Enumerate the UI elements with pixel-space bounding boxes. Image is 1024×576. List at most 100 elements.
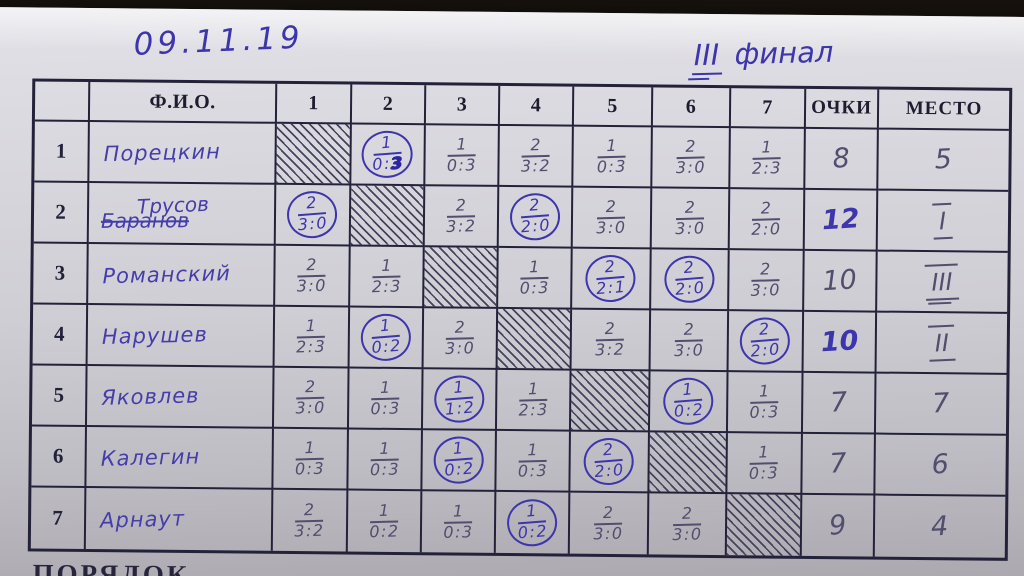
- score-cell: 2 2:0: [728, 311, 805, 373]
- score-cell: 2 3:0: [569, 492, 650, 555]
- score-fraction: 2 2:0: [518, 195, 552, 236]
- stage-numeral: III: [691, 37, 722, 76]
- score-fraction: 1 2:3: [518, 379, 549, 420]
- place-value: III: [925, 262, 960, 301]
- self-cell: [649, 432, 728, 495]
- circled-score-mark: 1 0:3: [360, 129, 415, 180]
- place-cell: I: [877, 190, 1009, 253]
- player-name: Нарушев: [101, 321, 209, 349]
- row-number: 1: [34, 121, 90, 183]
- score-fraction: 1 0:3: [371, 133, 405, 174]
- score-fraction: 1 0:2: [442, 438, 475, 480]
- player-name: Порецкин: [103, 138, 222, 166]
- circled-score-mark: 2 2:0: [508, 191, 562, 242]
- player-name-cell: Яковлев: [86, 365, 275, 429]
- score-cell: 2 3:2: [272, 489, 349, 552]
- match-points: 2: [594, 503, 623, 525]
- score-fraction: 1 0:3: [517, 440, 549, 481]
- player-name-cell: Нарушев: [87, 304, 276, 368]
- score-cell: 2 2:0: [498, 186, 574, 249]
- set-score: 3:2: [595, 339, 626, 359]
- score-fraction: 2 3:0: [593, 503, 625, 543]
- set-score: 3:0: [673, 339, 705, 360]
- set-score: 2:0: [750, 339, 782, 361]
- score-cell: 1 1:2: [422, 369, 498, 431]
- score-cell: 1 0:3: [425, 125, 500, 187]
- score-cell: 1 0:3: [351, 124, 426, 187]
- score-fraction: 2 3:2: [595, 319, 626, 359]
- match-points: 1: [750, 381, 779, 404]
- set-score: 0:3: [295, 458, 326, 479]
- set-score: 3:0: [750, 279, 782, 300]
- set-score: 3:2: [445, 215, 477, 236]
- set-score: 3:0: [593, 523, 625, 543]
- match-points: 2: [596, 197, 626, 219]
- paper-sheet: 09.11.19 III финал Ф.И.О. 1 2 3 4 5 6 7 ОЧКИ МЕСТ…: [0, 7, 1024, 576]
- circled-score-mark: 2 2:0: [582, 436, 637, 487]
- score-cell: 1 0:2: [422, 430, 497, 492]
- score-cell: 2 3:0: [652, 127, 731, 190]
- circled-score-mark: 1 0:2: [358, 312, 413, 363]
- points-cell: 12: [804, 189, 879, 252]
- place-value: 5: [934, 143, 953, 176]
- match-points: 2: [521, 135, 550, 158]
- score-cell: 1 2:3: [496, 369, 572, 432]
- row-number: 2: [33, 182, 90, 244]
- set-score: 1:2: [444, 397, 476, 419]
- set-score: 2:3: [518, 399, 549, 420]
- match-points: 1: [518, 440, 547, 463]
- score-fraction: 1 2:3: [751, 137, 783, 177]
- set-score: 0:2: [370, 335, 403, 357]
- score-fraction: 1 0:3: [596, 136, 628, 176]
- player-name: Калегин: [100, 443, 201, 471]
- score-fraction: 2 3:2: [294, 500, 325, 540]
- match-points: 2: [751, 198, 781, 221]
- score-fraction: 2 3:2: [520, 135, 551, 175]
- score-fraction: 2 2:0: [749, 319, 782, 361]
- score-cell: 1 0:3: [348, 429, 423, 492]
- place-value: 4: [930, 510, 950, 543]
- points-cell: 7: [802, 433, 876, 496]
- score-fraction: 1 0:2: [368, 500, 400, 540]
- row-number: 3: [33, 243, 89, 305]
- column-header: 1: [276, 83, 353, 125]
- set-score: 0:3: [749, 401, 781, 422]
- hatched-diagonal-fill: [726, 494, 801, 556]
- set-score: 0:3: [442, 521, 474, 542]
- match-points: 1: [597, 136, 627, 158]
- row-number: 7: [30, 487, 87, 549]
- score-cell: 1 0:3: [273, 428, 349, 491]
- match-points: 1: [296, 316, 326, 338]
- player-name-cell: Арнаут: [85, 487, 274, 551]
- set-score: 0:3: [517, 460, 549, 481]
- set-score: 3:0: [295, 397, 327, 418]
- column-header: ОЧКИ: [805, 88, 880, 130]
- row-number: 6: [31, 426, 87, 488]
- score-fraction: 1 0:3: [442, 501, 474, 542]
- set-score: 3:0: [444, 337, 476, 358]
- score-fraction: 1 0:2: [515, 501, 549, 542]
- set-score: 3:0: [596, 217, 628, 237]
- match-points: 1: [749, 442, 779, 465]
- hatched-diagonal-fill: [570, 370, 649, 431]
- score-fraction: 2 3:0: [596, 197, 628, 237]
- set-score: 2:0: [594, 459, 626, 482]
- place-cell: 4: [875, 496, 1006, 558]
- match-points: 2: [675, 197, 705, 220]
- match-points: 1: [518, 379, 548, 402]
- circled-score-mark: 2 2:1: [584, 253, 638, 304]
- player-name-cell: Порецкин: [89, 122, 277, 185]
- score-fraction: 2 2:0: [673, 258, 706, 299]
- match-points: 1: [370, 377, 400, 400]
- self-cell: [276, 123, 352, 186]
- score-fraction: 1 0:3: [749, 442, 780, 482]
- score-cell: 2 3:0: [651, 188, 731, 251]
- column-header: МЕСТО: [878, 89, 1010, 131]
- circled-score-mark: 2 2:0: [662, 254, 717, 305]
- points-cell: 10: [804, 250, 878, 313]
- footer-partial-text: ПОРЯДОК: [32, 558, 190, 576]
- set-score: 2:3: [296, 336, 327, 357]
- column-header: 3: [425, 85, 501, 126]
- player-name-crossed-out: Баранов: [100, 207, 190, 233]
